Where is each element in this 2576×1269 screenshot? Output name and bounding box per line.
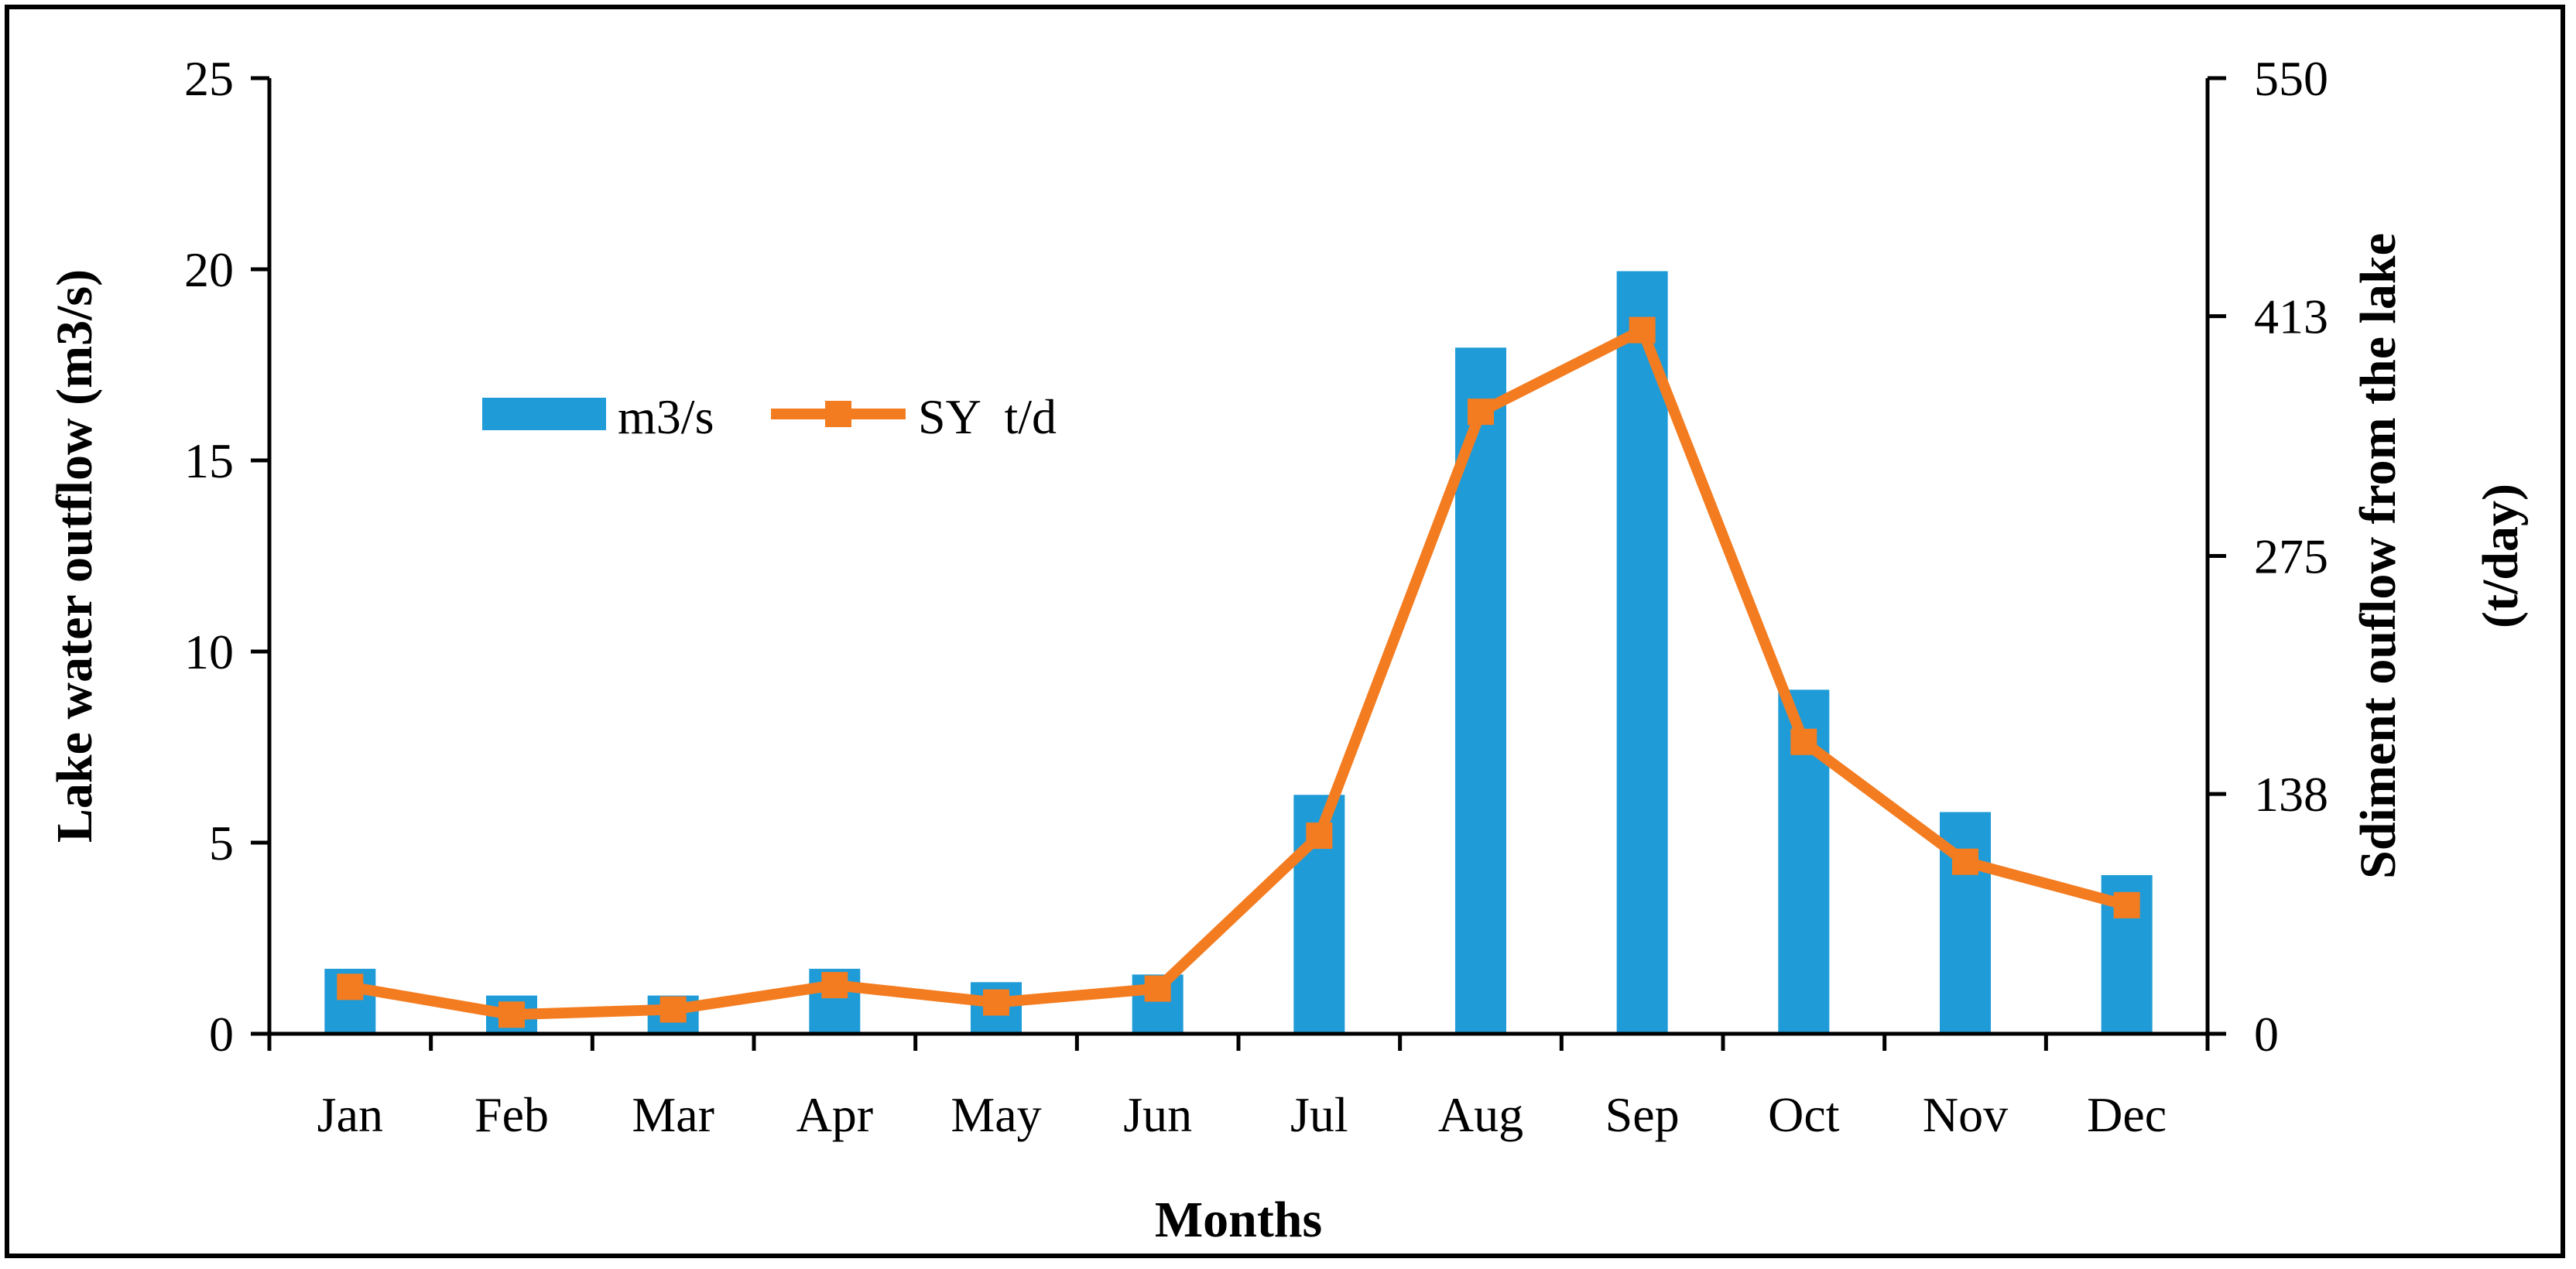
y-right-tick-label: 0	[2254, 1007, 2279, 1062]
y-left-tick-label: 15	[184, 433, 234, 488]
legend: m3/s SY t/d	[482, 389, 1057, 444]
x-tick-label-may: May	[951, 1087, 1041, 1142]
line-marker-mar	[659, 996, 687, 1023]
x-tick-label-aug: Aug	[1438, 1087, 1523, 1142]
x-tick-label-sep: Sep	[1605, 1087, 1680, 1142]
y-left-tick-label: 25	[184, 51, 234, 106]
x-tick-label-jun: Jun	[1123, 1087, 1192, 1142]
legend-line-marker	[825, 401, 851, 427]
line-marker-jun	[1144, 975, 1171, 1002]
x-tick-label-jan: Jan	[317, 1087, 383, 1142]
y-right-tick-label: 550	[2254, 51, 2328, 106]
y-left-tick-label: 5	[209, 816, 234, 871]
legend-bar-swatch	[482, 398, 606, 430]
line-marker-dec	[2113, 891, 2140, 918]
line-marker-apr	[821, 972, 848, 999]
x-tick-label-dec: Dec	[2087, 1087, 2167, 1142]
y-right-tick-label: 275	[2254, 529, 2328, 584]
x-tick-label-nov: Nov	[1923, 1087, 2008, 1142]
y-right-tick-label: 138	[2254, 767, 2328, 822]
line-marker-aug	[1468, 398, 1494, 426]
y-right-tick-label: 413	[2254, 289, 2328, 344]
y-left-tick-label: 10	[184, 624, 234, 679]
line-marker-may	[983, 989, 1009, 1016]
line-marker-oct	[1790, 728, 1817, 755]
line-marker-nov	[1952, 848, 1978, 875]
ticks-group: 0 5 10 15 20 25 0 138 275 413 550 Jan Feb Mar Apr May Ju…	[184, 51, 2328, 1142]
y-left-axis-title: Lake water outflow (m3/s)	[46, 269, 103, 843]
line-marker-jul	[1306, 823, 1333, 850]
line-series-group	[337, 316, 2140, 1028]
y-right-axis-title-line2: (t/day)	[2472, 484, 2529, 628]
axes-group	[267, 78, 2210, 1036]
x-tick-label-apr: Apr	[796, 1087, 874, 1142]
legend-line-label: SY t/d	[918, 389, 1057, 444]
x-tick-label-feb: Feb	[474, 1087, 549, 1142]
x-axis-title: Months	[1155, 1192, 1322, 1248]
y-left-tick-label: 20	[184, 242, 234, 297]
line-marker-jan	[337, 973, 364, 1000]
line-marker-sep	[1629, 316, 1656, 344]
line-marker-feb	[498, 1001, 525, 1028]
y-right-axis-title-line1: Sdiment ouflow from the lake	[2350, 233, 2406, 879]
x-tick-label-jul: Jul	[1290, 1087, 1348, 1142]
bar-sep	[1616, 271, 1668, 1035]
line-series-path	[349, 324, 2129, 1021]
chart-frame	[5, 5, 2565, 1258]
x-tick-label-mar: Mar	[632, 1087, 714, 1142]
legend-bar-label: m3/s	[618, 389, 714, 444]
x-tick-label-oct: Oct	[1768, 1087, 1840, 1142]
y-left-tick-label: 0	[209, 1007, 234, 1062]
bars-group	[324, 271, 2153, 1035]
